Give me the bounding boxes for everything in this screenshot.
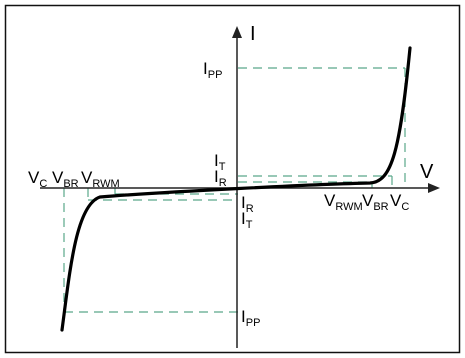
label-ir-top: IR [214,167,227,189]
label-ir-top-main: I [214,167,219,186]
voltage-axis-arrow [428,183,440,193]
label-vrwm-right-main: V [324,191,336,210]
label-vrwm-right-sub: RWM [335,201,362,213]
iv-curve [60,46,412,332]
label-it-bottom-sub: T [246,219,253,231]
label-vc-left: VC [28,168,47,190]
diagram-frame [4,4,461,354]
label-vbr-left-main: V [52,168,64,187]
label-ir-bottom-sub: R [246,203,254,215]
label-vbr-right: VBR [362,191,389,213]
label-vrwm-left-main: V [81,168,93,187]
label-it-bottom-main: I [241,209,246,228]
label-vc-left-sub: C [39,178,47,190]
label-vbr-left: VBR [52,168,79,190]
label-ipp-bottom-sub: PP [246,317,261,329]
label-ipp-top: IPP [203,59,222,81]
label-vc-right-main: V [390,191,402,210]
label-it-top-sub: T [219,161,226,173]
label-ipp-top-sub: PP [208,69,223,81]
label-vbr-left-sub: BR [63,178,78,190]
label-vrwm-left-sub: RWM [92,178,119,190]
current-axis-arrow [232,26,242,38]
label-vrwm-right: VRWM [324,191,363,213]
label-ipp-bottom-main: I [241,307,246,326]
label-it-bottom: IT [241,209,253,231]
label-vc-right: VC [390,191,409,213]
label-vbr-right-main: V [362,191,374,210]
label-ipp-bottom: IPP [241,307,260,329]
label-ipp-top-main: I [203,59,208,78]
label-ir-top-sub: R [219,177,227,189]
voltage-axis-label: V [420,161,434,183]
label-vc-left-main: V [28,168,40,187]
label-vrwm-left: VRWM [81,168,120,190]
label-ir-bottom: IR [241,193,254,215]
current-axis-label: I [250,23,256,45]
label-it-top: IT [214,151,226,173]
label-vc-right-sub: C [401,201,409,213]
label-vbr-right-sub: BR [373,201,388,213]
label-ir-bottom-main: I [241,193,246,212]
label-it-top-main: I [214,151,219,170]
